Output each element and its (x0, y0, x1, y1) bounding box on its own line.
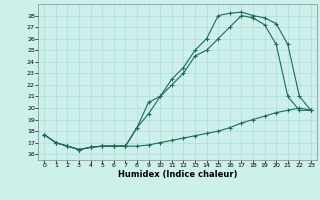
X-axis label: Humidex (Indice chaleur): Humidex (Indice chaleur) (118, 170, 237, 179)
